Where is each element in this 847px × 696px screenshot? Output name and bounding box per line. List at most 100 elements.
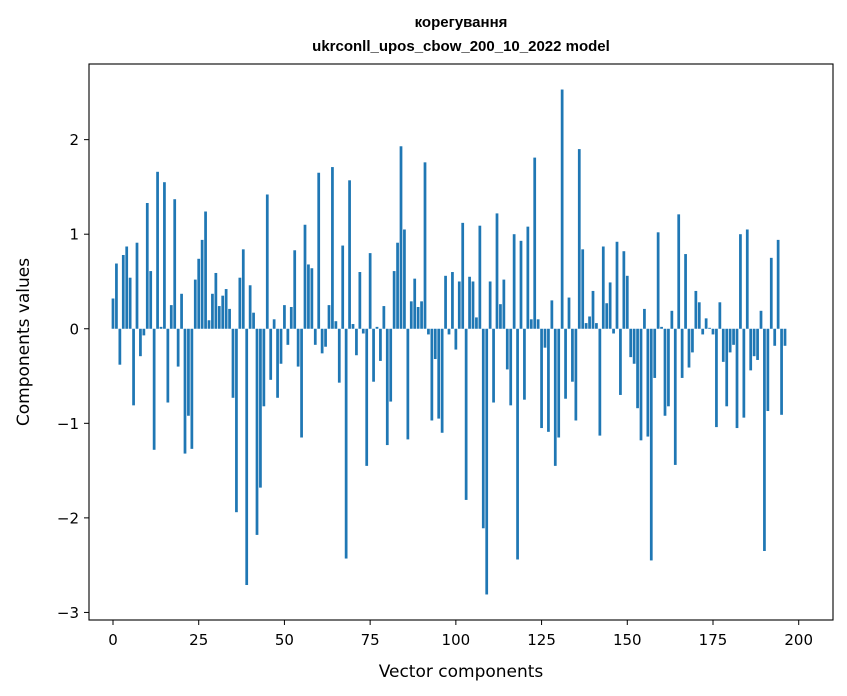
bar-170	[694, 290, 698, 329]
bar-93	[430, 328, 434, 421]
bar-37	[238, 277, 242, 329]
bar-166	[680, 328, 684, 378]
bar-116	[509, 328, 513, 406]
bar-145	[608, 282, 612, 329]
bar-122	[529, 319, 533, 329]
bar-12	[152, 328, 156, 450]
bar-144	[605, 303, 609, 329]
bar-5	[128, 277, 132, 329]
bar-58	[310, 268, 314, 329]
bar-182	[735, 328, 739, 429]
bar-160	[660, 326, 663, 329]
bar-53	[293, 250, 297, 329]
bar-51	[286, 328, 290, 345]
bar-66	[337, 328, 341, 383]
bar-126	[543, 328, 547, 348]
bar-83	[396, 242, 399, 329]
bar-109	[485, 328, 489, 595]
y-tick-label: 2	[69, 131, 79, 149]
bar-195	[780, 328, 783, 415]
bar-43	[259, 328, 262, 488]
bar-60	[317, 172, 321, 329]
bar-50	[283, 305, 286, 329]
bar-85	[403, 229, 406, 329]
bar-119	[519, 240, 523, 329]
bar-18	[173, 199, 177, 329]
bar-127	[547, 328, 550, 432]
bar-88	[413, 278, 417, 329]
bar-128	[550, 300, 554, 329]
bar-138	[584, 323, 588, 329]
bar-68	[344, 328, 348, 559]
bar-14	[159, 326, 163, 329]
bar-13	[156, 171, 159, 329]
bar-91	[423, 162, 427, 329]
bar-148	[619, 328, 622, 395]
bar-147	[615, 241, 619, 329]
bar-96	[440, 328, 444, 433]
bar-47	[272, 319, 276, 329]
bar-87	[409, 301, 413, 329]
bar-41	[252, 312, 255, 329]
bar-10	[145, 203, 149, 329]
bar-187	[752, 328, 756, 357]
bar-180	[728, 328, 732, 353]
bar-189	[759, 310, 763, 329]
bar-105	[471, 281, 475, 329]
x-axis-label: Vector components	[379, 662, 544, 682]
x-tick-label: 150	[613, 631, 642, 649]
x-tick-label: 100	[442, 631, 471, 649]
y-tick-label: 0	[69, 320, 79, 338]
x-tick-label: 25	[189, 631, 208, 649]
bar-39	[245, 328, 249, 586]
bar-22	[187, 328, 190, 416]
bar-173	[704, 318, 708, 329]
x-tick-label: 200	[784, 631, 813, 649]
bar-112	[495, 213, 499, 329]
bar-89	[416, 307, 420, 329]
bar-92	[427, 328, 430, 335]
bar-117	[512, 234, 516, 329]
bar-162	[667, 328, 670, 407]
bar-118	[516, 328, 519, 560]
bar-80	[385, 328, 389, 446]
bar-90	[420, 301, 423, 329]
bar-174	[708, 327, 711, 329]
bar-45	[265, 194, 269, 329]
bar-62	[324, 328, 327, 347]
bar-167	[684, 254, 687, 329]
bar-0	[111, 298, 115, 329]
bar-123	[533, 157, 537, 329]
x-tick-label: 175	[699, 631, 728, 649]
bar-103	[464, 328, 468, 500]
bar-121	[526, 226, 530, 329]
bar-137	[581, 249, 585, 329]
bar-44	[262, 328, 266, 407]
bar-179	[725, 328, 729, 407]
bar-81	[389, 328, 393, 402]
bar-26	[200, 239, 204, 329]
y-tick-label: 1	[69, 226, 79, 244]
bar-140	[591, 290, 595, 329]
bar-55	[300, 328, 303, 438]
bar-115	[505, 328, 509, 370]
bar-46	[269, 328, 273, 380]
bar-16	[166, 328, 170, 403]
bar-169	[691, 328, 694, 353]
bar-77	[375, 326, 379, 329]
bar-75	[368, 253, 372, 329]
bar-1	[115, 263, 118, 329]
bar-6	[132, 328, 135, 406]
bar-59	[313, 328, 317, 345]
y-axis-ticks: −3 −2 −1 0 1 2	[57, 131, 89, 622]
bar-193	[773, 328, 777, 346]
bar-106	[475, 317, 478, 329]
x-tick-label: 75	[361, 631, 380, 649]
bar-29	[211, 293, 214, 329]
bar-196	[783, 328, 787, 346]
bar-2	[118, 328, 122, 365]
bar-34	[228, 308, 231, 329]
bar-157	[649, 328, 653, 561]
y-tick-label: −1	[57, 415, 79, 433]
